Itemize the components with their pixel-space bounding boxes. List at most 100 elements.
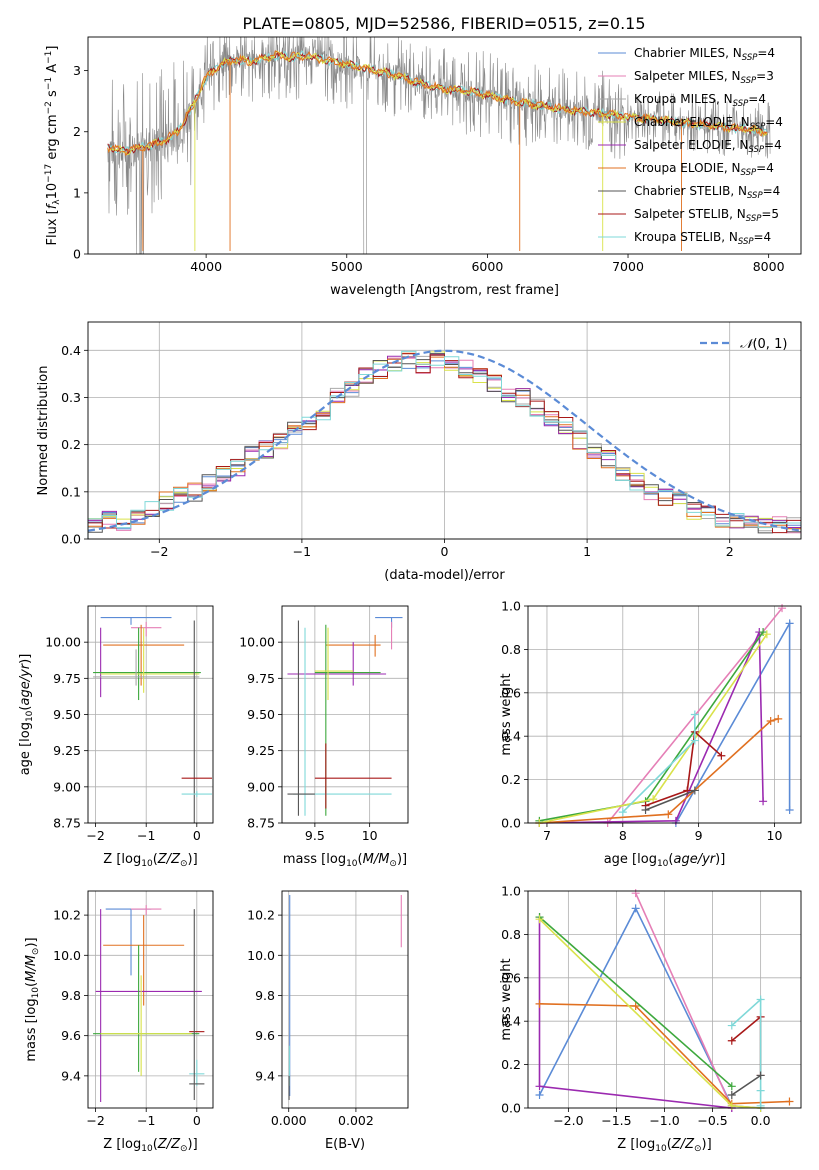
y-axis-label: mass weight [499,958,514,1040]
mass-weight-marker [727,1101,736,1110]
mass-weight-vs-metallicity-panel: −2.0 −1.5 −1.0 −0.5 0.0 0.0 0.2 0.4 0.6 0.8 1.0 Z [… [499,884,802,1154]
x-tick-label: 9 [695,828,703,843]
mass-weight-line [538,916,733,1087]
mass-weight-line [731,1074,762,1096]
observed-spectrum-line [107,36,771,255]
mass-weight-marker [535,1082,544,1091]
mass-vs-reddening-panel: 0.000 0.002 9.4 9.6 9.8 10.0 10.2 E(B-V) [247,890,409,1152]
y-tick-label: 8.75 [247,816,275,831]
x-tick-label: 0 [441,544,449,559]
y-tick-label: 0.0 [501,816,521,831]
y-tick-label: 10.0 [247,948,275,963]
mass-weight-line [731,997,762,1106]
age-vs-mass-panel: 9.5 10 8.75 9.00 9.25 9.50 9.75 10.00 mass [log1… [239,605,409,869]
mass-weight-marker [785,1097,794,1106]
legend-entry: Chabrier MILES, NSSP=4 [634,46,775,63]
y-tick-label: 0.0 [501,1101,521,1116]
legend: Chabrier MILES, NSSP=4 Salpeter MILES, NS… [598,46,783,247]
mass-weight-marker [690,710,699,719]
y-tick-label: 3 [73,63,81,78]
age-vs-metallicity-panel: −2 −1 0 8.75 9.00 9.25 9.50 9.75 10.00 Z [log10(Z… [18,605,214,869]
mass-weight-marker [717,751,726,760]
y-tick-label: 9.50 [53,707,81,722]
mass-weight-marker [664,810,673,819]
mass-weight-marker [774,714,783,723]
y-tick-label: 0.8 [501,927,521,942]
mass-weight-marker [631,1002,640,1011]
y-tick-label: 10.2 [53,908,81,923]
x-tick-label: 10 [767,828,783,843]
mass-weight-marker [535,999,544,1008]
legend-entry: Salpeter MILES, NSSP=3 [634,69,774,86]
x-tick-label: 4000 [190,259,222,274]
x-tick-label: −2.0 [553,1113,583,1128]
mass-weight-line [539,718,779,824]
x-axis-label: E(B-V) [325,1137,365,1152]
x-axis-label: age [log10(age/yr)] [604,852,726,869]
y-tick-label: 0.4 [501,1014,521,1029]
x-tick-label: −1.5 [601,1113,631,1128]
y-tick-label: 1 [73,185,81,200]
mass-weight-marker [727,1036,736,1045]
mass-weight-line [539,631,764,822]
mass-weight-marker [690,736,699,745]
mass-weight-marker [535,1090,544,1099]
model-spectrum-line [107,50,768,154]
y-tick-label: 9.00 [247,779,275,794]
legend-entry: Chabrier STELIB, NSSP=4 [634,184,780,201]
x-tick-label: 7000 [612,259,644,274]
y-tick-label: 2 [73,124,81,139]
mass-weight-marker [649,795,658,804]
x-tick-label: 9.5 [305,828,325,843]
x-tick-label: 7 [543,828,551,843]
axes-frame [527,890,802,1109]
axes-frame [281,890,409,1109]
axes-frame [87,890,214,1109]
x-tick-label: −2 [150,544,168,559]
x-tick-label: 0.0 [751,1113,771,1128]
y-tick-label: 0.2 [501,772,521,787]
axes-frame [87,605,214,824]
mass-weight-marker [762,630,771,639]
mass-weight-marker [759,797,768,806]
x-tick-label: 10 [362,828,378,843]
x-tick-label: −2 [86,828,104,843]
mass-weight-marker [756,1086,765,1095]
mass-weight-marker [535,915,544,924]
y-tick-label: 9.4 [61,1068,81,1083]
x-tick-label: 8 [619,828,627,843]
y-tick-label: 0.3 [61,390,81,405]
mass-weight-marker [641,805,650,814]
x-tick-label: −1.0 [649,1113,679,1128]
legend-entry: Kroupa MILES, NSSP=4 [634,92,766,109]
x-axis-label: mass [log10(M/M⊙)] [283,852,407,869]
x-axis-label: (data-model)/error [384,568,505,583]
mass-weight-marker [631,889,640,898]
x-tick-label: 0 [193,1113,201,1128]
y-tick-label: 9.75 [247,671,275,686]
mass-weight-marker [756,995,765,1004]
y-axis-label: age [log10(age/yr)] [18,654,35,776]
mass-weight-marker [756,1071,765,1080]
y-tick-label: 0 [73,247,81,262]
y-tick-label: 8.75 [53,816,81,831]
x-tick-label: −2 [86,1113,104,1128]
y-tick-label: 9.8 [61,988,81,1003]
y-tick-label: 9.25 [53,743,81,758]
y-tick-label: 9.6 [61,1028,81,1043]
legend-entry: Salpeter ELODIE, NSSP=4 [634,138,782,155]
mass-weight-marker [778,604,787,613]
x-tick-label: −1 [137,828,155,843]
legend-entry: Salpeter STELIB, NSSP=5 [634,207,779,224]
y-tick-label: 0.1 [61,484,81,499]
axes-frame [281,605,409,824]
mass-weight-line [538,906,761,1109]
legend-entry: 𝒩(0, 1) [740,337,787,352]
axes-frame [527,605,802,824]
y-tick-label: 10.00 [45,635,81,650]
mass-weight-marker [690,786,699,795]
x-tick-label: 8000 [753,259,785,274]
legend-entry: Kroupa ELODIE, NSSP=4 [634,161,774,178]
mass-weight-line [539,631,764,824]
mass-weight-marker [631,904,640,913]
